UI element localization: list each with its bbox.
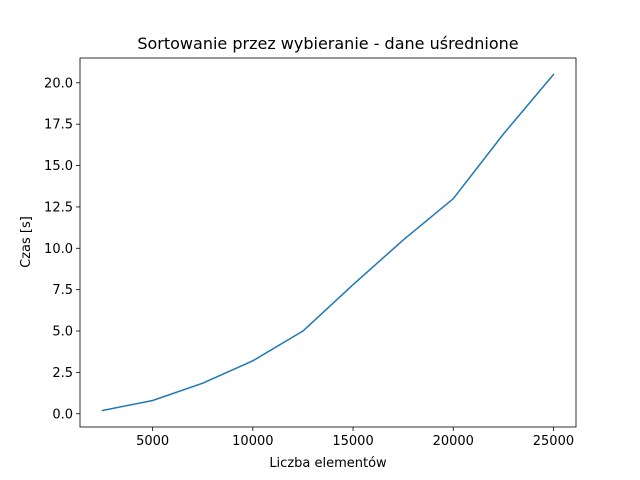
y-tick-label: 20.0 — [44, 76, 73, 91]
x-tick-label: 10000 — [232, 434, 273, 449]
x-axis-label: Liczba elementów — [269, 456, 387, 471]
y-tick-label: 12.5 — [44, 200, 73, 215]
y-tick-label: 2.5 — [52, 366, 73, 381]
chart-title: Sortowanie przez wybieranie - dane uśred… — [137, 34, 518, 53]
x-tick-label: 25000 — [533, 434, 574, 449]
y-tick-label: 15.0 — [44, 159, 73, 174]
y-axis-label: Czas [s] — [19, 216, 34, 268]
y-tick-label: 0.0 — [52, 407, 73, 422]
x-tick-label: 20000 — [433, 434, 474, 449]
y-tick-label: 7.5 — [52, 283, 73, 298]
y-tick-label: 17.5 — [44, 118, 73, 133]
y-tick-label: 10.0 — [44, 242, 73, 257]
x-tick-label: 15000 — [332, 434, 373, 449]
x-tick-label: 5000 — [136, 434, 169, 449]
y-tick-label: 5.0 — [52, 325, 73, 340]
